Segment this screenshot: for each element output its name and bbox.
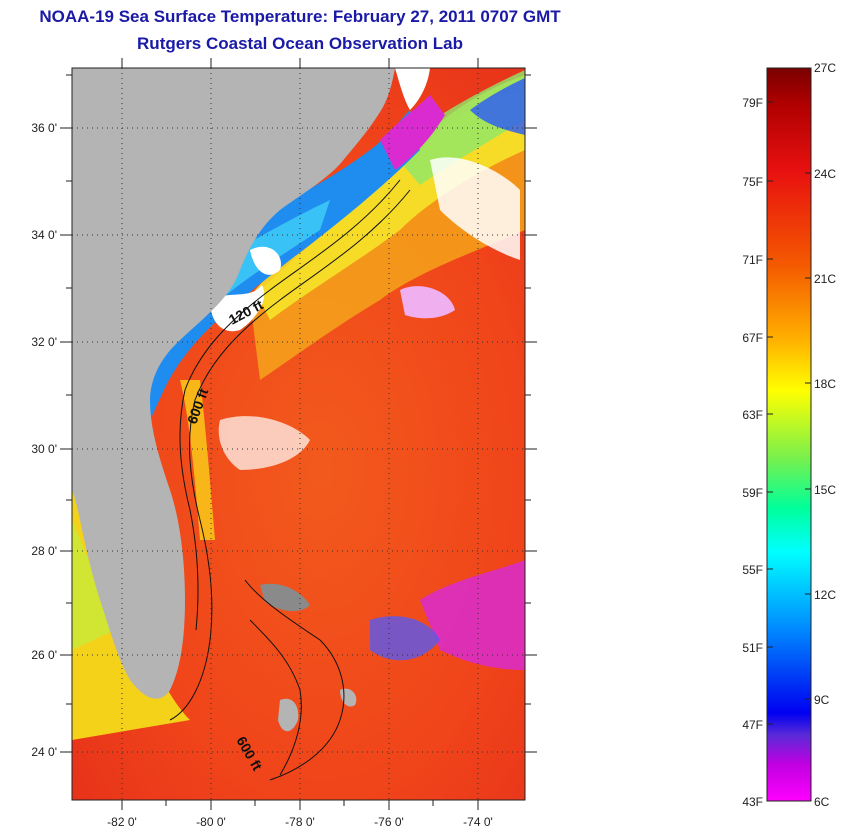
- colorbar-fahrenheit-label: 75F: [742, 175, 763, 189]
- graticule: [72, 68, 525, 800]
- lat-label: 30 0': [31, 442, 57, 456]
- colorbar-celsius-label: 21C: [814, 272, 836, 286]
- colorbar-fahrenheit-label: 71F: [742, 253, 763, 267]
- lon-label: -74 0': [463, 815, 493, 829]
- sst-colorbar: [766, 67, 812, 802]
- lat-label: 36 0': [31, 121, 57, 135]
- colorbar-celsius-label: 27C: [814, 61, 836, 75]
- colorbar-fahrenheit-label: 55F: [742, 563, 763, 577]
- bahamas-island: [278, 698, 299, 732]
- colorbar-fahrenheit-label: 79F: [742, 96, 763, 110]
- lon-label: -76 0': [374, 815, 404, 829]
- colorbar-fahrenheit-label: 67F: [742, 331, 763, 345]
- lat-ticks: [60, 74, 537, 753]
- lat-label: 32 0': [31, 335, 57, 349]
- lon-label: -78 0': [285, 815, 315, 829]
- cold-patch-magenta: [420, 560, 525, 670]
- cold-patch-blue: [370, 616, 440, 661]
- isobath-120: [179, 179, 401, 631]
- sst-map: [72, 68, 525, 800]
- colorbar-celsius-label: 6C: [814, 795, 830, 809]
- colorbar-celsius-label: 12C: [814, 588, 836, 602]
- cloud-patch-magenta: [400, 286, 455, 319]
- map-frame: [71, 67, 526, 801]
- lon-label: -80 0': [196, 815, 226, 829]
- cold-patch-blue: [470, 78, 525, 135]
- map-title: NOAA-19 Sea Surface Temperature: Februar…: [39, 7, 561, 26]
- land-us-coast: [72, 68, 395, 699]
- lat-label: 34 0': [31, 228, 57, 242]
- colorbar-celsius-label: 9C: [814, 693, 830, 707]
- colorbar-celsius-label: 24C: [814, 167, 836, 181]
- colorbar-fahrenheit-label: 59F: [742, 486, 763, 500]
- coastal-yellow-fl: [180, 380, 215, 540]
- lat-label: 28 0': [31, 544, 57, 558]
- colorbar-fahrenheit-label: 63F: [742, 408, 763, 422]
- lon-label: -82 0': [107, 815, 137, 829]
- colorbar-ticks: [767, 101, 811, 725]
- gulf-green: [72, 520, 115, 650]
- cold-inlet-magenta: [380, 95, 445, 170]
- cloud-patch: [218, 416, 310, 470]
- colorbar-celsius-label: 15C: [814, 483, 836, 497]
- colorbar-celsius-label: 18C: [814, 377, 836, 391]
- colorbar-fahrenheit-label: 47F: [742, 718, 763, 732]
- cloud-patch: [250, 246, 281, 275]
- land-cloud-north: [395, 68, 430, 110]
- bahamas-bank: [260, 583, 310, 612]
- isobath-600: [169, 189, 411, 721]
- lat-label: 26 0': [31, 648, 57, 662]
- colorbar-fahrenheit-label: 43F: [742, 795, 763, 809]
- lon-ticks: [121, 58, 479, 810]
- isobath-bahamas: [244, 579, 345, 781]
- lat-label: 24 0': [31, 745, 57, 759]
- isobath-bahamas: [249, 619, 302, 776]
- cloud-patch: [430, 157, 520, 260]
- colorbar-fahrenheit-label: 51F: [742, 641, 763, 655]
- map-subtitle: Rutgers Coastal Ocean Observation Lab: [137, 34, 463, 53]
